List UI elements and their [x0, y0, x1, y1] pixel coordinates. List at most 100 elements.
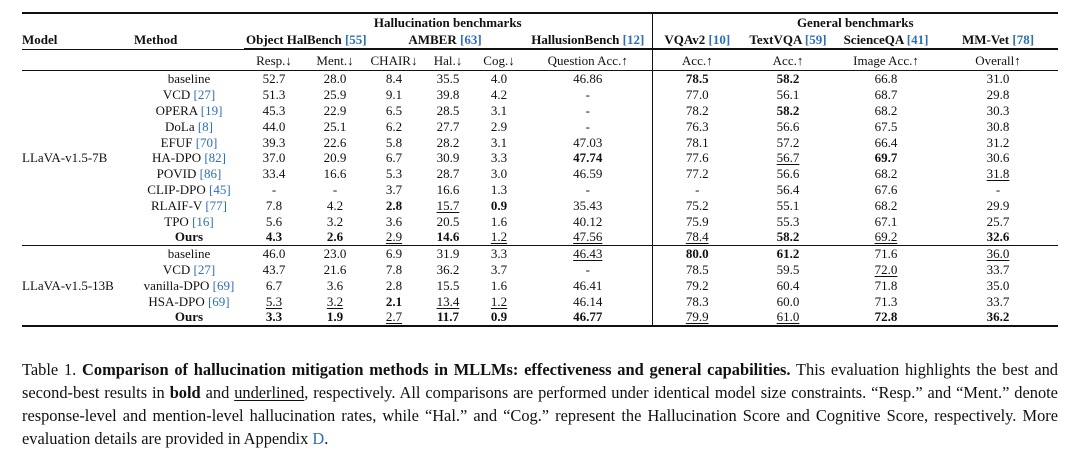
citation-link[interactable]: [59]: [804, 32, 827, 47]
value-cell: 2.9: [474, 118, 524, 134]
cell-value: 72.8: [874, 309, 898, 325]
citation-link[interactable]: [27]: [193, 87, 216, 103]
value-cell: 39.3: [244, 134, 304, 150]
appendix-link[interactable]: D: [312, 429, 325, 448]
value-cell: 46.41: [524, 277, 652, 293]
method-label: TPO: [164, 213, 189, 229]
table-row: CLIP-DPO [45] - - 3.7 16.6 1.3 - - 56.4 67.6 -: [22, 181, 1058, 198]
value-cell: 15.5: [422, 277, 474, 293]
citation-link[interactable]: [45]: [209, 181, 231, 197]
citation-link[interactable]: [10]: [708, 32, 731, 47]
value-cell: 3.2: [304, 213, 366, 229]
value-cell: -: [524, 262, 652, 278]
citation-link[interactable]: [8]: [197, 118, 214, 134]
method-label: baseline: [167, 71, 211, 87]
cell-value: 71.8: [874, 277, 898, 293]
cell-value: 35.43: [573, 197, 603, 213]
cell-value: 25.1: [323, 118, 347, 134]
value-cell: 80.0: [651, 245, 742, 262]
method-label: RLAIF-V: [151, 197, 203, 213]
value-cell: 25.1: [304, 118, 366, 134]
cell-value: 2.8: [385, 197, 403, 213]
table-row: POVID [86] 33.4 16.6 5.3 28.7 3.0 46.59 77.2 56.…: [22, 165, 1058, 182]
value-cell: 47.74: [524, 150, 652, 166]
method-label: HA-DPO: [151, 150, 202, 166]
value-cell: 5.6: [244, 213, 304, 229]
cell-value: 75.9: [685, 213, 709, 229]
citation-link[interactable]: [63]: [459, 32, 482, 47]
value-cell: 15.7: [422, 197, 474, 213]
cell-value: 31.9: [436, 246, 460, 262]
caption-text: .: [324, 429, 329, 448]
model-column-header: Model: [22, 32, 58, 47]
citation-link[interactable]: [77]: [205, 197, 227, 213]
citation-link[interactable]: [70]: [195, 134, 218, 150]
method-name: vanilla-DPO [69]: [134, 277, 244, 293]
cell-value: 33.7: [986, 261, 1010, 277]
method-label: VCD: [162, 87, 191, 103]
cell-value: 2.1: [385, 293, 403, 309]
value-cell: 5.3: [244, 293, 304, 309]
value-cell: 61.2: [742, 245, 834, 261]
value-cell: 30.3: [938, 103, 1058, 119]
cell-value: 31.2: [986, 134, 1010, 150]
cell-value: 79.2: [685, 277, 709, 293]
cell-value: 56.6: [776, 166, 800, 182]
general-group-title: General benchmarks: [651, 13, 1059, 30]
citation-link[interactable]: [69]: [207, 293, 230, 309]
value-cell: -: [244, 182, 304, 198]
citation-link[interactable]: [69]: [212, 277, 235, 293]
table-row: LLaVA-v1.5-13B baseline 46.0 23.0 6.9 31.9 3.3…: [22, 245, 1059, 327]
cell-value: 57.2: [776, 134, 800, 150]
value-cell: 78.3: [651, 293, 742, 309]
cell-value: 80.0: [685, 246, 709, 262]
citation-link[interactable]: [12]: [622, 32, 645, 47]
cell-value: 1.9: [326, 309, 344, 325]
cell-value: 61.0: [776, 309, 800, 325]
value-cell: 3.0: [474, 166, 524, 182]
method-label: Ours: [174, 309, 204, 325]
value-cell: 9.1: [366, 87, 422, 103]
citation-link[interactable]: [82]: [204, 150, 227, 166]
value-cell: 32.6: [938, 229, 1058, 245]
value-cell: 56.4: [742, 182, 834, 198]
citation-link[interactable]: [86]: [199, 166, 222, 182]
cell-value: 6.2: [385, 118, 403, 134]
cell-value: 36.2: [986, 309, 1010, 325]
value-cell: 20.5: [422, 213, 474, 229]
value-cell: 1.3: [474, 182, 524, 198]
citation-link[interactable]: [55]: [344, 32, 367, 47]
cell-value: 39.3: [262, 134, 286, 150]
method-name: baseline: [134, 71, 244, 87]
value-cell: 3.3: [474, 245, 524, 261]
citation-link[interactable]: [41]: [906, 32, 929, 47]
cell-value: 46.43: [573, 246, 603, 262]
cell-value: 71.6: [874, 246, 898, 262]
cell-value: 1.3: [490, 181, 508, 197]
cell-value: 31.8: [986, 166, 1010, 182]
cell-value: -: [271, 181, 277, 197]
value-cell: 47.03: [524, 134, 652, 150]
cell-value: 5.6: [265, 213, 283, 229]
cell-value: -: [332, 181, 338, 197]
cell-value: 29.8: [986, 87, 1010, 103]
citation-link[interactable]: [78]: [1012, 32, 1035, 47]
cell-value: 4.2: [326, 197, 344, 213]
value-cell: 33.4: [244, 166, 304, 182]
cell-value: 3.3: [490, 150, 508, 166]
cell-value: 56.4: [776, 181, 800, 197]
value-cell: 7.8: [366, 262, 422, 278]
cell-value: 3.7: [385, 181, 403, 197]
value-cell: 4.0: [474, 71, 524, 87]
citation-link[interactable]: [27]: [193, 261, 216, 277]
cell-value: 78.3: [685, 293, 709, 309]
value-cell: -: [524, 118, 652, 134]
citation-link[interactable]: [19]: [200, 102, 223, 118]
cell-value: 0.9: [490, 197, 508, 213]
table-row: EFUF [70] 39.3 22.6 5.8 28.2 3.1 47.03 78.1 57.2…: [22, 134, 1058, 150]
citation-link[interactable]: [16]: [192, 213, 214, 229]
hallusionbench-header: HallusionBench [12]: [524, 30, 652, 50]
cell-value: 46.0: [262, 246, 286, 262]
value-cell: 1.2: [474, 293, 524, 309]
value-cell: 11.7: [422, 309, 474, 326]
